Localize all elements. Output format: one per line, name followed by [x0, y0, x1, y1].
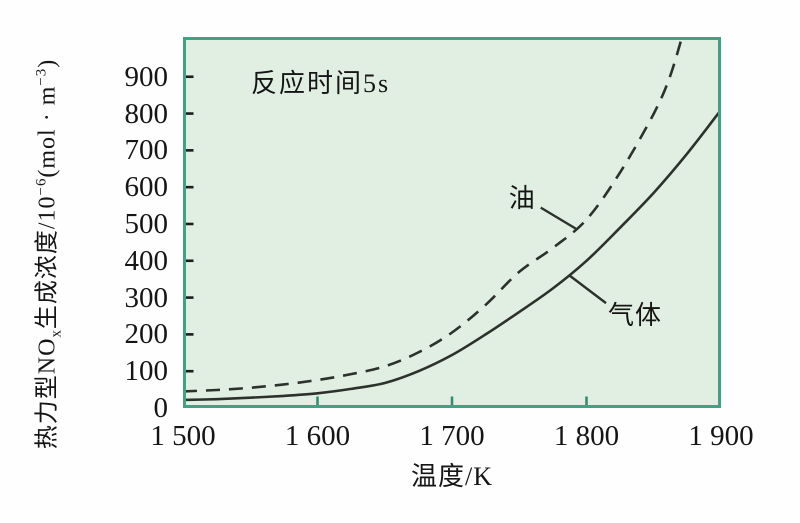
y-tick-label: 600 [124, 171, 169, 204]
x-tick-label: 1 800 [553, 420, 620, 452]
y-axis-title-part: 生成浓度/10 [34, 195, 61, 330]
x-tick-label: 1 700 [419, 420, 485, 452]
y-tick-label: 100 [124, 355, 169, 388]
x-tick-label: 1 500 [150, 420, 216, 452]
gas-curve [183, 109, 721, 402]
y-tick-label: 900 [124, 60, 169, 93]
oil-curve-label: 油 [508, 183, 536, 213]
y-tick-label: 700 [124, 134, 169, 167]
y-tick-label: 400 [124, 244, 169, 277]
reaction-time-annotation: 反应时间5s [251, 69, 391, 98]
y-axis-title-superscript: −6 [33, 177, 50, 196]
plot-canvas [183, 37, 721, 408]
gas-leader-line [568, 274, 607, 305]
oil-curve [183, 37, 684, 393]
plot-area [183, 37, 721, 408]
oil-leader-line [540, 206, 577, 230]
plot-border [183, 37, 721, 408]
y-axis-title-subscript: x [48, 329, 65, 338]
y-tick-label: 300 [124, 281, 169, 314]
y-axis-title-part: ) [34, 58, 61, 68]
y-tick-label: 200 [124, 318, 169, 351]
plot-background [183, 37, 721, 408]
gas-curve-label: 气体 [608, 301, 663, 331]
y-axis-title-part: 热力型NO [34, 337, 61, 450]
y-axis-title-superscript: −3 [33, 67, 50, 86]
y-axis-title-part: (mol · m [34, 85, 61, 178]
y-tick-label: 0 [153, 392, 169, 424]
x-tick-label: 1 900 [688, 420, 754, 452]
y-tick-label: 500 [124, 207, 169, 240]
x-axis-title: 温度/K [410, 462, 493, 491]
y-axis-title: 热力型NOx生成浓度/10−6(mol · m−3) [27, 59, 66, 449]
y-tick-label: 800 [124, 97, 169, 130]
x-tick-label: 1 600 [284, 420, 351, 452]
